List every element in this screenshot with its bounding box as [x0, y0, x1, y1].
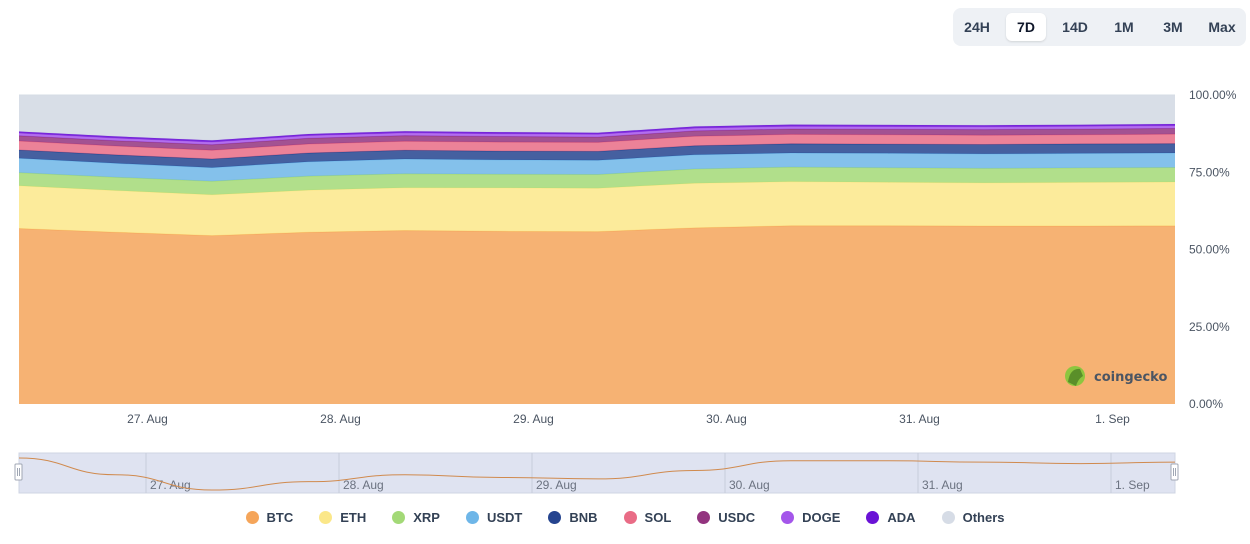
legend-label: BTC [266, 509, 294, 525]
navigator-handle-right[interactable] [1170, 463, 1179, 481]
legend-color-dot [548, 510, 562, 524]
legend-color-dot [245, 510, 259, 524]
y-tick-label: 100.00% [1189, 88, 1237, 102]
y-tick-label: 75.00% [1189, 165, 1230, 179]
x-tick-label: 31. Aug [899, 412, 940, 426]
legend-label: USDC [718, 509, 756, 525]
range-button-max[interactable]: Max [1208, 19, 1236, 35]
legend-item-ada[interactable]: ADA [866, 509, 916, 525]
legend-color-dot [781, 510, 795, 524]
area-eth[interactable] [19, 181, 1175, 236]
x-tick-label: 1. Sep [1095, 412, 1130, 426]
legend-label: SOL [644, 509, 672, 525]
area-sol[interactable] [19, 134, 1175, 159]
range-button-7d[interactable]: 7D [1006, 13, 1046, 41]
y-tick-label: 50.00% [1189, 243, 1230, 257]
legend-item-usdt[interactable]: USDT [465, 509, 523, 525]
stacked-area-plot [18, 94, 1176, 404]
navigator-handle-left[interactable] [14, 463, 23, 481]
time-range-selector: 24H 7D 14D 1M 3M Max [953, 8, 1246, 46]
area-others[interactable] [19, 95, 1175, 141]
navigator-tick-label: 28. Aug [343, 478, 384, 492]
x-tick-label: 28. Aug [320, 412, 361, 426]
legend-item-btc[interactable]: BTC [245, 509, 294, 525]
legend-color-dot [697, 510, 711, 524]
x-axis: 27. Aug 28. Aug 29. Aug 30. Aug 31. Aug 1. Se… [127, 412, 1130, 426]
y-tick-label: 25.00% [1189, 320, 1230, 334]
x-tick-label: 27. Aug [127, 412, 168, 426]
x-tick-label: 29. Aug [513, 412, 554, 426]
watermark-text: coingecko [1094, 370, 1167, 385]
market-dominance-chart: 0.00% 25.00% 50.00% 75.00% 100.00% 27. Aug 28… [14, 88, 1237, 494]
chart-legend: BTC ETH XRP USDT BNB SOL USDC DOGE ADA Others [0, 505, 1250, 529]
coingecko-watermark: coingecko [1065, 366, 1167, 386]
legend-item-xrp[interactable]: XRP [392, 510, 440, 525]
gecko-head [1068, 368, 1083, 386]
range-button-14d[interactable]: 14D [1062, 19, 1088, 35]
area-usdc[interactable] [19, 128, 1175, 151]
legend-label: ADA [887, 509, 916, 525]
navigator-tick-label: 1. Sep [1115, 478, 1150, 492]
range-button-24h[interactable]: 24H [964, 19, 990, 35]
legend-color-dot [319, 510, 333, 524]
legend-label: DOGE [802, 509, 841, 525]
navigator[interactable]: 27. Aug 28. Aug 29. Aug 30. Aug 31. Aug 1. Se… [14, 452, 1179, 494]
range-button-3m[interactable]: 3M [1163, 19, 1183, 35]
legend-item-others[interactable]: Others [941, 509, 1005, 525]
navigator-tick-label: 31. Aug [922, 478, 963, 492]
legend-item-eth[interactable]: ETH [319, 510, 366, 525]
legend-label: Others [962, 509, 1005, 525]
legend-color-dot [866, 510, 880, 524]
legend-item-doge[interactable]: DOGE [781, 510, 840, 525]
legend-item-bnb[interactable]: BNB [548, 509, 598, 525]
legend-color-dot [465, 510, 479, 524]
legend-label: ETH [340, 509, 367, 525]
legend-color-dot [392, 510, 406, 524]
legend-item-usdc[interactable]: USDC [697, 510, 755, 525]
legend-label: USDT [486, 509, 523, 525]
legend-color-dot [623, 510, 637, 524]
area-btc[interactable] [19, 225, 1175, 404]
navigator-selection[interactable] [18, 452, 1176, 494]
navigator-line [18, 457, 1176, 491]
legend-color-dot [941, 510, 955, 524]
range-button-1m[interactable]: 1M [1114, 19, 1134, 35]
y-axis: 0.00% 25.00% 50.00% 75.00% 100.00% [1189, 88, 1237, 411]
legend-label: BNB [569, 509, 598, 525]
area-xrp[interactable] [19, 167, 1175, 195]
legend-item-sol[interactable]: SOL [623, 509, 672, 525]
area-doge[interactable] [19, 125, 1175, 145]
legend-label: XRP [413, 509, 440, 525]
x-tick-label: 30. Aug [706, 412, 747, 426]
area-usdt[interactable] [19, 153, 1175, 182]
y-tick-label: 0.00% [1189, 397, 1223, 411]
navigator-tick-label: 29. Aug [536, 478, 577, 492]
area-bnb[interactable] [19, 143, 1175, 168]
navigator-tick-label: 30. Aug [729, 478, 770, 492]
